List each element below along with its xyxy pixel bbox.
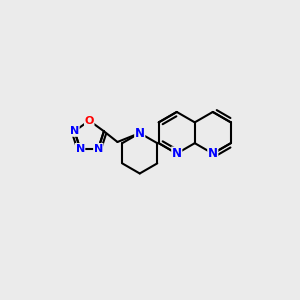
Text: N: N <box>94 143 103 154</box>
Text: O: O <box>85 116 94 126</box>
Text: N: N <box>172 147 182 160</box>
Text: N: N <box>76 143 85 154</box>
Text: N: N <box>70 126 79 136</box>
Text: N: N <box>135 127 145 140</box>
Text: N: N <box>208 147 218 160</box>
